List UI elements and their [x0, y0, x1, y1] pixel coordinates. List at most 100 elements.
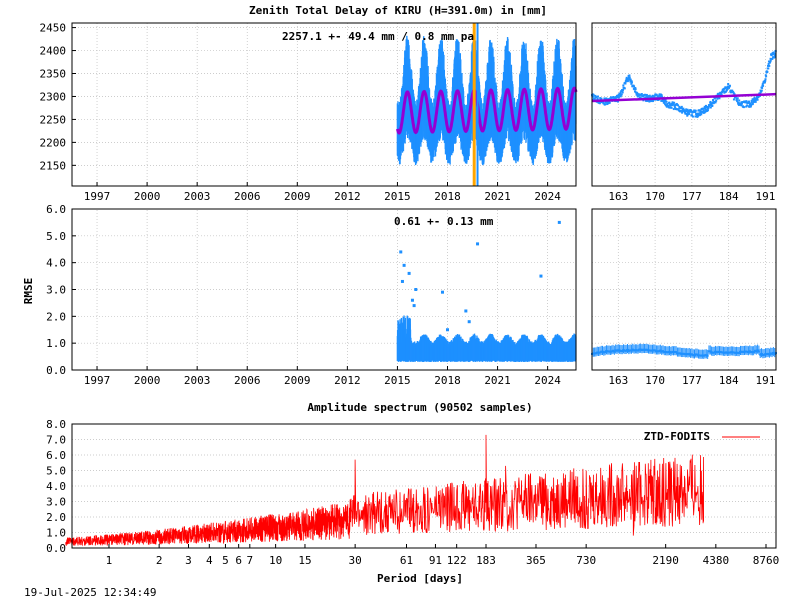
spectrum-title: Amplitude spectrum (90502 samples)	[307, 401, 532, 414]
ztd-zoom-point	[600, 98, 602, 100]
rmse-zoom-xtick-label: 177	[682, 374, 702, 387]
rmse-outlier	[468, 320, 471, 323]
ztd-zoom-point	[761, 87, 763, 89]
spectrum-xtick-label: 5	[222, 554, 229, 567]
rmse-ytick-label: 6.0	[46, 203, 66, 216]
spectrum-xlabel: Period [days]	[377, 572, 463, 585]
rmse-xtick-label: 2012	[334, 374, 361, 387]
rmse-ytick-label: 0.0	[46, 364, 66, 377]
ztd-ytick-label: 2350	[40, 68, 67, 81]
rmse-data	[397, 221, 575, 362]
ztd-zoom-point	[733, 98, 735, 100]
timestamp: 19-Jul-2025 12:34:49	[24, 586, 156, 599]
ztd-zoom-point	[766, 71, 768, 73]
ztd-xtick-label: 2012	[334, 190, 361, 203]
rmse-outlier	[476, 242, 479, 245]
ztd-zoom-point	[622, 91, 624, 93]
ztd-zoom-xtick-label: 191	[756, 190, 776, 203]
ztd-zoom-point	[711, 105, 713, 107]
rmse-outlier	[411, 299, 414, 302]
ztd-zoom-point	[609, 102, 611, 104]
ztd-zoom-point	[692, 116, 694, 118]
rmse-zoom-point	[758, 351, 760, 353]
rmse-annotation: 0.61 +- 0.13 mm	[394, 215, 494, 228]
spectrum-data	[66, 435, 704, 546]
spectrum-xtick-label: 4380	[703, 554, 730, 567]
rmse-ytick-label: 3.0	[46, 284, 66, 297]
ztd-zoom-point	[622, 84, 624, 86]
rmse-xtick-label: 1997	[84, 374, 111, 387]
ztd-annotation: 2257.1 +- 49.4 mm / 0.8 mm pa	[282, 30, 474, 43]
ztd-zoom-point	[716, 98, 718, 100]
spectrum-xtick-label: 1	[106, 554, 113, 567]
rmse-outlier	[413, 304, 416, 307]
ztd-zoom-point	[671, 107, 673, 109]
ztd-ytick-label: 2150	[40, 159, 67, 172]
ztd-zoom-point	[762, 85, 764, 87]
spectrum-ytick-label: 7.0	[46, 434, 66, 447]
spectrum-xtick-label: 122	[447, 554, 467, 567]
ztd-zoom-point	[652, 100, 654, 102]
spectrum-ytick-label: 0.0	[46, 542, 66, 555]
ztd-zoom-point	[597, 96, 599, 98]
spectrum-ytick-label: 2.0	[46, 511, 66, 524]
ztd-zoom-point	[628, 74, 630, 76]
rmse-outlier	[558, 221, 561, 224]
ztd-zoom-point	[770, 58, 772, 60]
rmse-outlier	[441, 291, 444, 294]
ztd-zoom-point	[700, 113, 702, 115]
rmse-ylabel: RMSE	[22, 278, 35, 305]
ztd-xtick-label: 2018	[434, 190, 461, 203]
rmse-outlier	[403, 264, 406, 267]
ztd-zoom-point	[624, 83, 626, 85]
ztd-xtick-label: 2003	[184, 190, 211, 203]
rmse-xtick-label: 2015	[384, 374, 411, 387]
rmse-zoom-xtick-label: 184	[719, 374, 739, 387]
ztd-ytick-label: 2250	[40, 113, 67, 126]
ztd-zoom-grid	[592, 23, 776, 186]
rmse-xtick-label: 2021	[484, 374, 511, 387]
ztd-zoom-point	[712, 99, 714, 101]
rmse-zoom-xtick-label: 191	[756, 374, 776, 387]
ztd-zoom-point	[755, 101, 757, 103]
ztd-zoom-point	[629, 77, 631, 79]
spectrum-xtick-label: 91	[429, 554, 442, 567]
rmse-ytick-label: 2.0	[46, 310, 66, 323]
ztd-ytick-label: 2300	[40, 90, 67, 103]
spectrum-xtick-label: 15	[298, 554, 311, 567]
ztd-xtick-label: 2015	[384, 190, 411, 203]
ztd-zoom-point	[641, 93, 643, 95]
spectrum-xtick-label: 3	[185, 554, 192, 567]
spectrum-legend-label: ZTD-FODITS	[644, 430, 710, 443]
ztd-zoom-point	[752, 103, 754, 105]
spectrum-line	[66, 435, 704, 546]
rmse-zoom-point	[707, 355, 709, 357]
spectrum-xtick-label: 10	[269, 554, 282, 567]
spectrum-legend: ZTD-FODITS	[644, 430, 760, 443]
ztd-zoom-point	[764, 78, 766, 80]
rmse-outlier	[401, 280, 404, 283]
ztd-zoom-xtick-label: 170	[645, 190, 665, 203]
rmse-zoom-data	[591, 344, 777, 359]
ztd-zoom-point	[774, 56, 776, 58]
spectrum-xtick-label: 2190	[652, 554, 679, 567]
ztd-zoom-point	[715, 100, 717, 102]
ztd-zoom-point	[621, 93, 623, 95]
ztd-xtick-label: 2024	[534, 190, 561, 203]
ztd-zoom-point	[688, 113, 690, 115]
ztd-zoom-point	[695, 110, 697, 112]
rmse-xtick-label: 2003	[184, 374, 211, 387]
ztd-zoom-point	[635, 88, 637, 90]
ztd-zoom-point	[765, 75, 767, 77]
spectrum-ytick-label: 6.0	[46, 449, 66, 462]
ztd-zoom-xtick-label: 163	[608, 190, 628, 203]
ztd-xtick-label: 2021	[484, 190, 511, 203]
rmse-outlier	[408, 272, 411, 275]
spectrum-panel: Amplitude spectrum (90502 samples) 0.01.…	[46, 401, 779, 585]
rmse-outlier	[414, 288, 417, 291]
